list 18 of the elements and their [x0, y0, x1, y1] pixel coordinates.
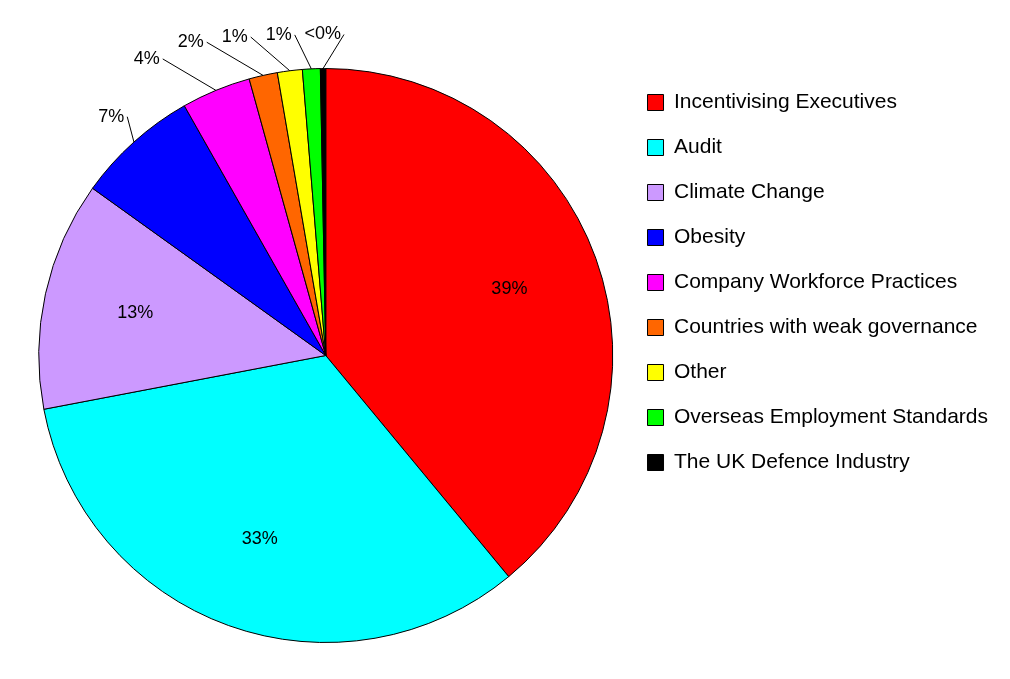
data-label: 1% — [221, 26, 248, 46]
legend-label: Overseas Employment Standards — [674, 404, 989, 428]
data-label: <0% — [304, 23, 341, 44]
legend-label: Company Workforce Practices — [674, 269, 958, 293]
legend-label: Countries with weak governance — [674, 314, 978, 338]
legend-label: Audit — [674, 134, 723, 158]
data-label: 2% — [177, 31, 204, 52]
legend-label: Obesity — [674, 224, 746, 248]
data-label: 4% — [133, 47, 160, 68]
legend-label: Climate Change — [674, 179, 825, 203]
legend-label: Other — [674, 359, 727, 383]
data-label: 13% — [117, 302, 154, 323]
data-label: 33% — [241, 528, 278, 549]
data-label: 39% — [491, 278, 528, 299]
legend-label: Incentivising Executives — [674, 89, 897, 113]
data-label: 1% — [265, 23, 292, 44]
data-label: 7% — [98, 105, 125, 126]
legend-label: The UK Defence Industry — [674, 449, 911, 473]
